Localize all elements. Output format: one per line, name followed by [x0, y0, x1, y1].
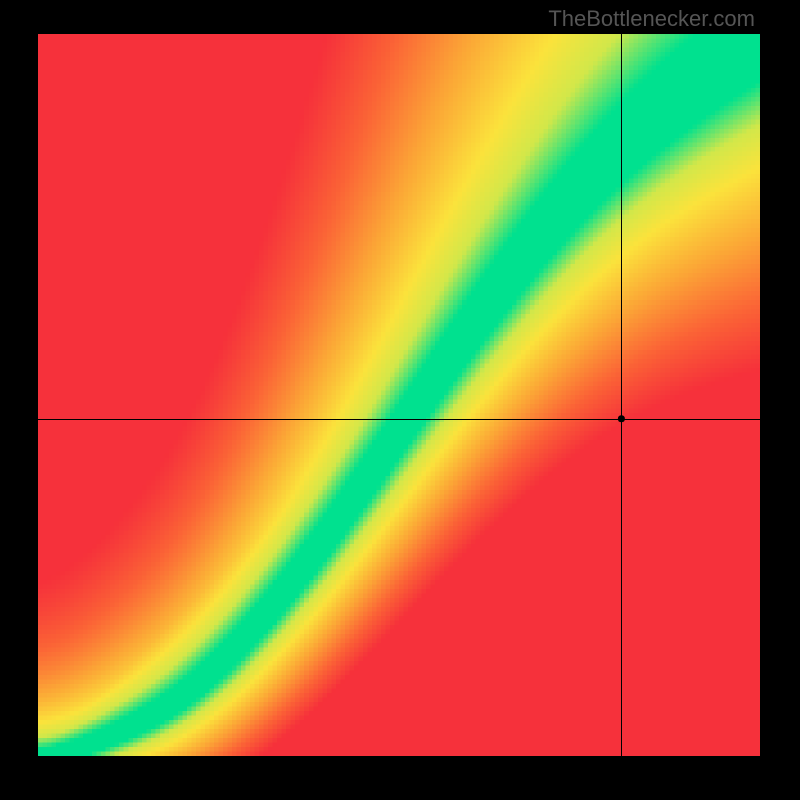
chart-container: TheBottlenecker.com — [0, 0, 800, 800]
watermark-text: TheBottlenecker.com — [548, 6, 755, 32]
crosshair-canvas — [0, 0, 800, 800]
